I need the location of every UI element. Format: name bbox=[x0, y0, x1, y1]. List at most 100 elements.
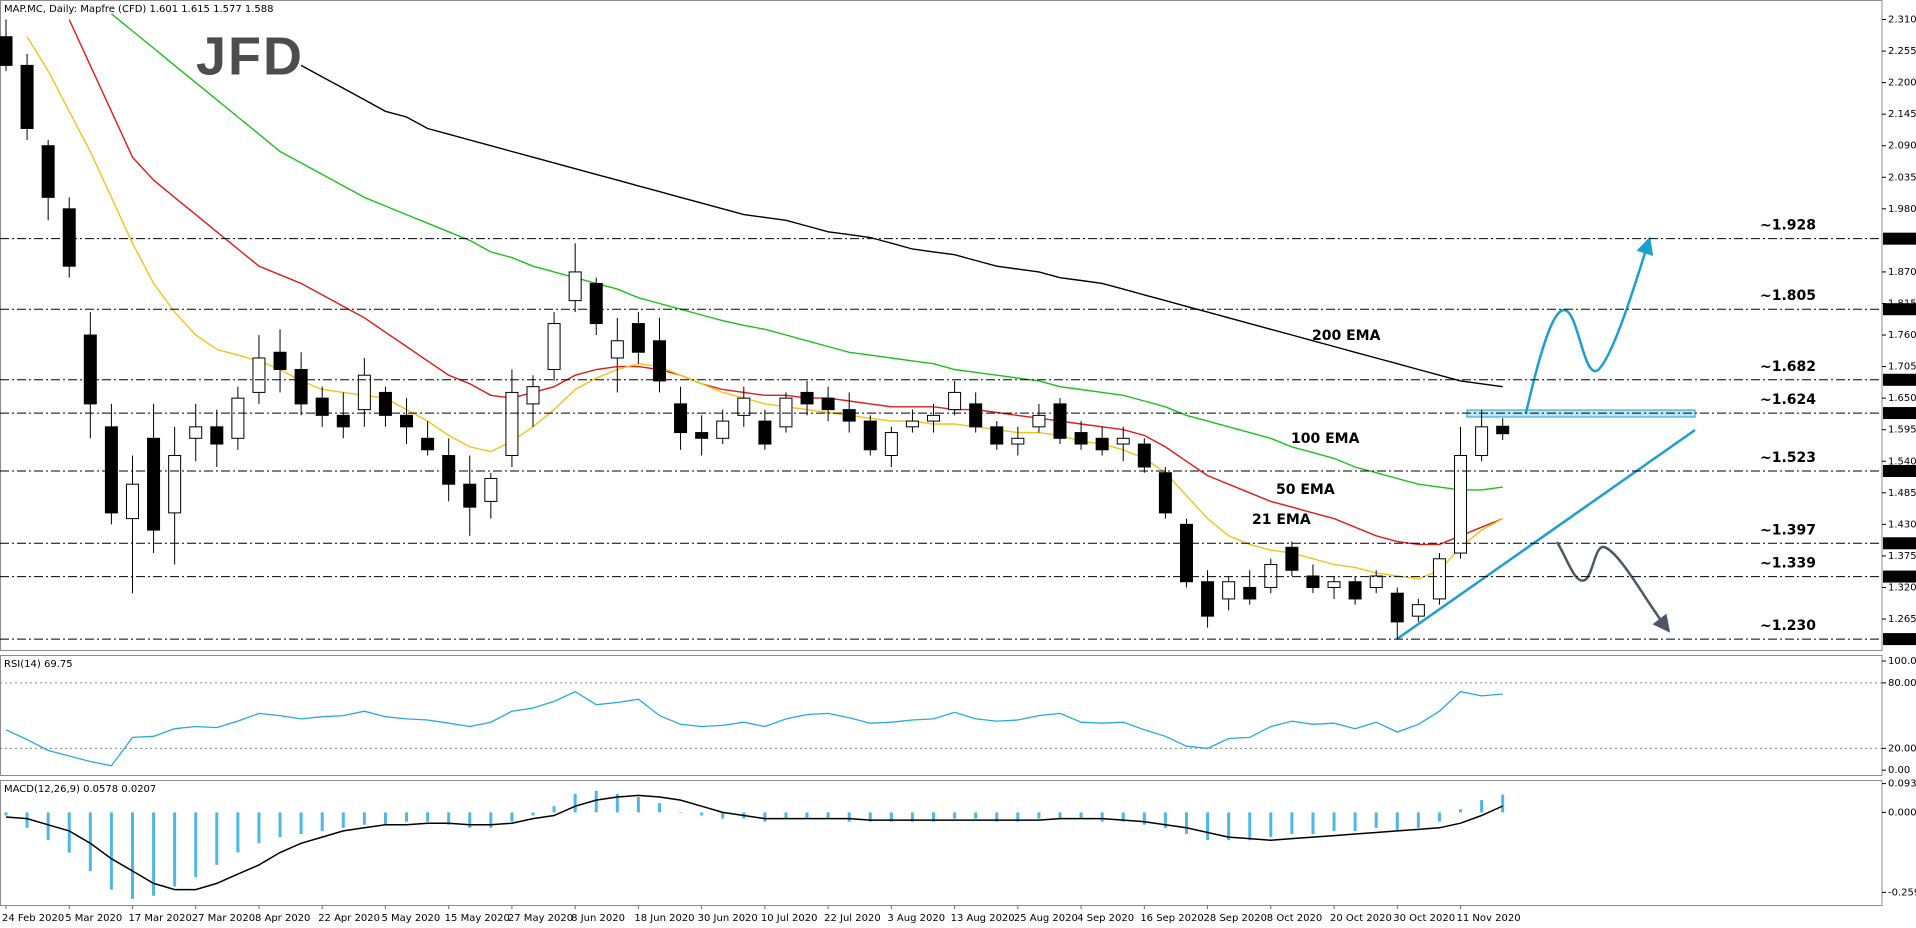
y-tick-label: 80.00 bbox=[1888, 678, 1916, 689]
watermark: JFD bbox=[196, 26, 304, 86]
y-tick-label: -0.2591 bbox=[1888, 887, 1916, 898]
y-tick-label: 1.265 bbox=[1888, 614, 1916, 625]
macd-bar bbox=[1332, 812, 1336, 831]
candle-body bbox=[484, 477, 498, 502]
macd-bar bbox=[194, 812, 198, 878]
y-tick-label: 1.320 bbox=[1888, 582, 1916, 593]
candle-body bbox=[905, 420, 919, 428]
level-tick-box bbox=[1883, 633, 1916, 646]
x-tick-label: 17 Mar 2020 bbox=[128, 913, 191, 924]
candle-body bbox=[1369, 575, 1383, 588]
macd-bar bbox=[383, 812, 387, 825]
candle-body bbox=[0, 36, 13, 66]
level-annotation: ~1.230 bbox=[1760, 618, 1816, 634]
macd-bar bbox=[489, 812, 493, 828]
level-annotation: ~1.805 bbox=[1760, 288, 1816, 304]
macd-bar bbox=[236, 812, 240, 853]
x-tick-label: 30 Jun 2020 bbox=[698, 913, 758, 924]
macd-bar bbox=[1227, 812, 1231, 841]
candle-body bbox=[1264, 564, 1278, 588]
candle-body bbox=[189, 426, 203, 439]
macd-bar bbox=[1058, 812, 1062, 819]
macd-bar bbox=[405, 812, 409, 822]
y-tick-label: 1.540 bbox=[1888, 456, 1916, 467]
candle-body bbox=[336, 414, 350, 428]
candle-body bbox=[1327, 581, 1341, 588]
candle-body bbox=[378, 391, 392, 416]
candle-body bbox=[1475, 426, 1489, 457]
macd-bar bbox=[594, 790, 598, 813]
candle-body bbox=[1348, 581, 1362, 600]
macd-bar bbox=[721, 812, 725, 819]
rsi-line bbox=[5, 690, 1503, 767]
candle-body bbox=[1432, 558, 1446, 600]
macd-bar bbox=[320, 812, 324, 831]
y-tick-label: 1.650 bbox=[1888, 393, 1916, 404]
candle-body bbox=[948, 391, 962, 411]
candle-body bbox=[1454, 455, 1468, 554]
candle-body bbox=[927, 414, 941, 422]
x-tick-label: 18 Jun 2020 bbox=[634, 913, 694, 924]
macd-bar bbox=[1079, 812, 1083, 819]
macd-bar bbox=[1416, 812, 1420, 828]
candle-body bbox=[568, 271, 582, 302]
macd-bar bbox=[1142, 812, 1146, 825]
x-tick-label: 22 Apr 2020 bbox=[318, 913, 380, 924]
level-annotation: ~1.523 bbox=[1760, 450, 1816, 466]
macd-bar bbox=[679, 812, 683, 813]
candle-body bbox=[758, 420, 772, 445]
candle-body bbox=[1011, 437, 1025, 445]
y-tick-label: 1.705 bbox=[1888, 362, 1916, 373]
candle-body bbox=[1095, 437, 1109, 451]
macd-bar bbox=[447, 812, 451, 825]
level-tick-box bbox=[1883, 373, 1916, 386]
macd-bar bbox=[88, 812, 92, 872]
macd-bar bbox=[889, 812, 893, 822]
candle-body bbox=[652, 340, 666, 382]
y-tick-label: 1.760 bbox=[1888, 330, 1916, 341]
level-tick-box bbox=[1883, 537, 1916, 550]
macd-bar bbox=[805, 812, 809, 819]
macd-bar bbox=[847, 812, 851, 822]
x-tick-label: 8 Jun 2020 bbox=[571, 913, 625, 924]
macd-bar bbox=[4, 812, 8, 816]
level-tick-label: 1.230 bbox=[1885, 634, 1914, 645]
candle-body bbox=[168, 455, 182, 514]
macd-bar bbox=[1395, 812, 1399, 831]
macd-bar bbox=[1016, 812, 1020, 822]
x-tick-label: 5 Mar 2020 bbox=[65, 913, 122, 924]
macd-bar bbox=[109, 812, 113, 890]
candle-body bbox=[610, 340, 624, 359]
macd-bar bbox=[510, 812, 514, 822]
macd-bar bbox=[341, 812, 345, 828]
candle-body bbox=[1116, 437, 1130, 445]
level-annotation: ~1.397 bbox=[1760, 522, 1816, 538]
candle-body bbox=[231, 397, 245, 439]
x-tick-label: 28 Sep 2020 bbox=[1204, 913, 1267, 924]
y-tick-label: 1.980 bbox=[1888, 204, 1916, 215]
ema-line bbox=[26, 36, 1504, 580]
candle-body bbox=[147, 437, 161, 531]
x-tick-label: 27 May 2020 bbox=[508, 913, 573, 924]
candle-body bbox=[1390, 592, 1404, 623]
candle-body bbox=[674, 403, 688, 434]
macd-bar bbox=[953, 812, 957, 819]
panel-frame bbox=[0, 0, 1883, 651]
bearish-scenario-arrow bbox=[1555, 541, 1671, 633]
x-tick-label: 3 Aug 2020 bbox=[887, 913, 945, 924]
candle-body bbox=[1137, 443, 1151, 468]
macd-bar bbox=[173, 812, 177, 887]
candle-body bbox=[442, 455, 456, 485]
candle-body bbox=[357, 374, 371, 411]
macd-bar bbox=[1163, 812, 1167, 828]
macd-bar bbox=[426, 812, 430, 822]
x-tick-label: 25 Aug 2020 bbox=[1014, 913, 1078, 924]
candle-body bbox=[1411, 604, 1425, 617]
candle-body bbox=[547, 323, 561, 370]
macd-bar bbox=[299, 812, 303, 835]
ema-label: 50 EMA bbox=[1276, 482, 1335, 498]
x-tick-label: 8 Apr 2020 bbox=[255, 913, 310, 924]
panel-frame bbox=[0, 780, 1883, 906]
